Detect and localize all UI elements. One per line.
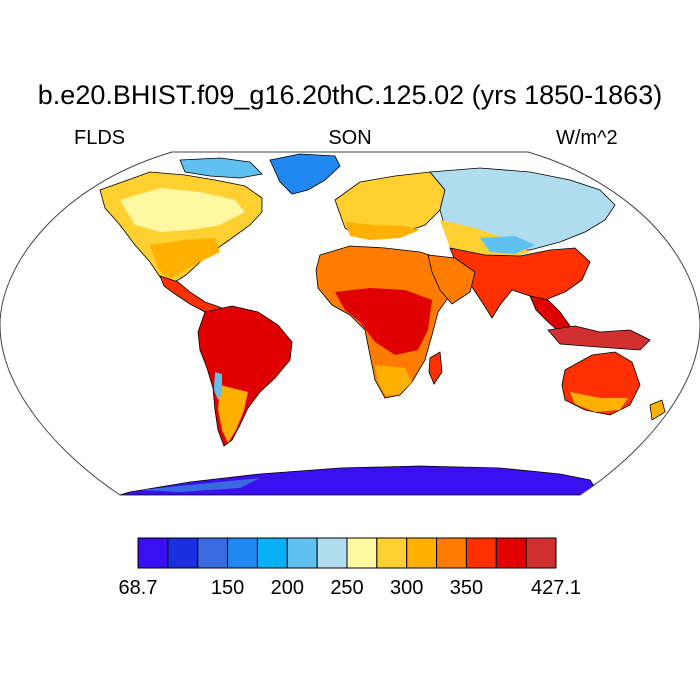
- south-america-south: [218, 385, 248, 443]
- colorbar-swatch: [465, 537, 497, 569]
- colorbar-tick-label: 427.1: [531, 577, 581, 599]
- australia-south: [570, 392, 628, 412]
- colorbar-swatch: [227, 537, 258, 569]
- africa-south: [375, 365, 412, 396]
- north-america-southeast: [150, 238, 220, 280]
- units-label: W/m^2: [556, 127, 618, 149]
- plot-title: b.e20.BHIST.f09_g16.20thC.125.02 (yrs 18…: [37, 80, 663, 110]
- colorbar-swatch: [436, 537, 467, 569]
- colorbar-swatch: [316, 537, 348, 569]
- colorbar-tick-label: 250: [330, 577, 363, 599]
- colorbar-swatch: [197, 537, 229, 569]
- arabia: [427, 254, 476, 305]
- andes: [214, 372, 222, 400]
- greenland: [269, 153, 341, 195]
- colorbar-swatch: [167, 537, 199, 569]
- colorbar-swatch: [346, 537, 378, 569]
- europe-south: [345, 222, 420, 240]
- variable-label: FLDS: [74, 127, 126, 149]
- africa-central: [335, 288, 432, 355]
- tibet: [480, 236, 535, 254]
- season-label: SON: [328, 127, 372, 149]
- colorbar-tick-label: 150: [211, 577, 244, 599]
- antarctica-coast: [140, 478, 260, 492]
- colorbar-swatch: [286, 537, 318, 569]
- madagascar: [428, 351, 443, 385]
- colorbar-tick-label: 68.7: [119, 577, 158, 599]
- maritime-continent: [547, 325, 651, 351]
- colorbar-swatch: [406, 537, 438, 569]
- north-america-interior: [120, 188, 245, 232]
- colorbar-swatch: [256, 537, 288, 569]
- colorbar-tick-label: 350: [450, 577, 483, 599]
- new-zealand: [649, 399, 666, 421]
- colorbar-swatch: [525, 537, 557, 569]
- colorbar-swatch: [137, 537, 169, 569]
- colorbar-tick-label: 300: [390, 577, 423, 599]
- canadian-arctic: [179, 157, 263, 179]
- colorbar-swatch: [495, 537, 527, 569]
- colorbar-tick-label: 200: [271, 577, 304, 599]
- colorbar-swatch: [376, 537, 408, 569]
